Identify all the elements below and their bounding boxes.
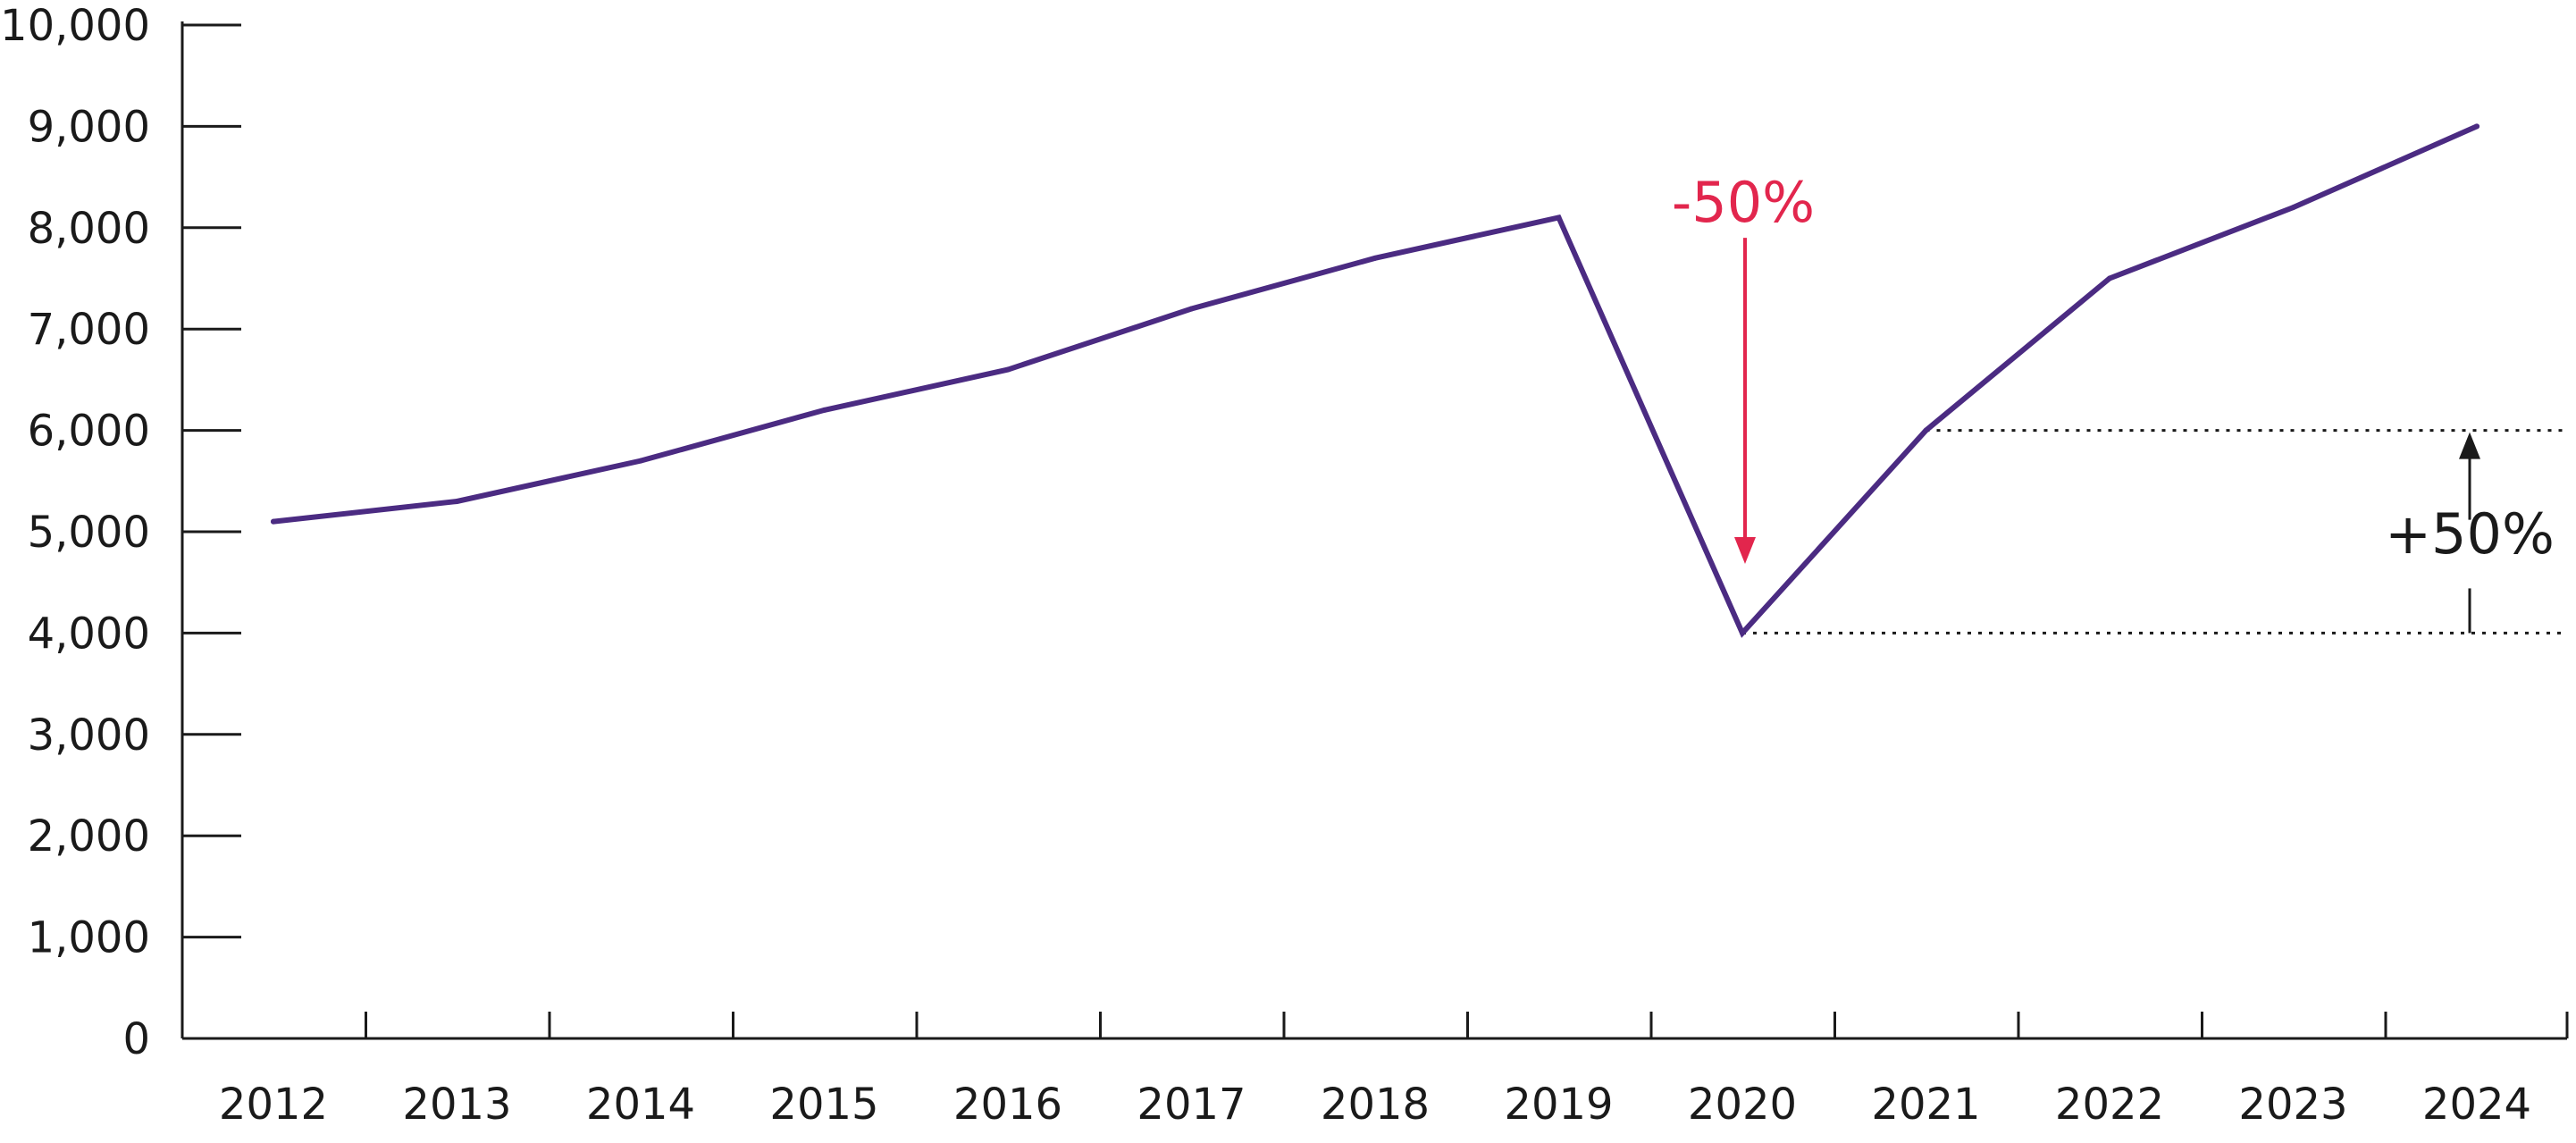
y-tick-label: 1,000 <box>28 913 150 963</box>
y-tick-label: 4,000 <box>28 609 150 659</box>
y-tick-label: 3,000 <box>28 710 150 761</box>
data-point <box>454 498 460 504</box>
x-tick-label: 2013 <box>402 1080 511 1130</box>
y-tick-label: 8,000 <box>28 204 150 254</box>
y-axis: 0 1,000 2,000 3,000 4,000 5,000 6,000 7,000 8,00… <box>0 1 241 1064</box>
y-tick-label: 7,000 <box>28 305 150 355</box>
rise-arrow-head <box>2459 432 2480 459</box>
series-lines <box>271 123 2480 638</box>
y-tick-label: 9,000 <box>28 102 150 152</box>
annotations: -50% +50% <box>1672 170 2555 634</box>
x-tick-label: 2020 <box>1688 1080 1797 1130</box>
data-point <box>1005 366 1011 373</box>
data-point <box>1923 427 1929 433</box>
x-tick-label: 2024 <box>2422 1080 2531 1130</box>
x-tick-label: 2022 <box>2055 1080 2164 1130</box>
x-tick-label: 2018 <box>1321 1080 1430 1130</box>
x-tick-label: 2015 <box>769 1080 878 1130</box>
data-point <box>1372 255 1378 261</box>
data-point <box>1188 306 1195 312</box>
annotation-guides <box>1742 429 2567 635</box>
drop-arrow-head <box>1734 537 1756 565</box>
x-tick-label: 2016 <box>953 1080 1062 1130</box>
data-point <box>2107 275 2112 282</box>
rise-annotation-label: +50% <box>2385 501 2555 567</box>
data-point <box>1740 630 1745 636</box>
x-tick-label: 2019 <box>1504 1080 1613 1130</box>
data-point <box>1556 214 1562 221</box>
data-point <box>2290 205 2296 211</box>
x-tick-label: 2023 <box>2238 1080 2347 1130</box>
x-axis: 2012 2013 2014 2015 2016 2017 2018 2019 2020 2021… <box>182 1012 2569 1130</box>
x-tick-label: 2012 <box>219 1080 328 1130</box>
data-point <box>271 518 276 525</box>
drop-annotation-label: -50% <box>1672 170 1815 235</box>
y-tick-label: 2,000 <box>28 811 150 861</box>
y-tick-label: 0 <box>122 1014 150 1064</box>
x-tick-label: 2021 <box>1871 1080 1980 1130</box>
data-point <box>821 407 827 413</box>
series-line <box>271 123 2480 638</box>
x-tick-label: 2014 <box>586 1080 695 1130</box>
y-tick-label: 10,000 <box>0 1 150 51</box>
x-tick-label: 2017 <box>1137 1080 1246 1130</box>
y-tick-label: 5,000 <box>28 508 150 558</box>
y-tick-label: 6,000 <box>28 407 150 457</box>
data-point <box>2474 123 2480 130</box>
data-point <box>638 458 643 464</box>
